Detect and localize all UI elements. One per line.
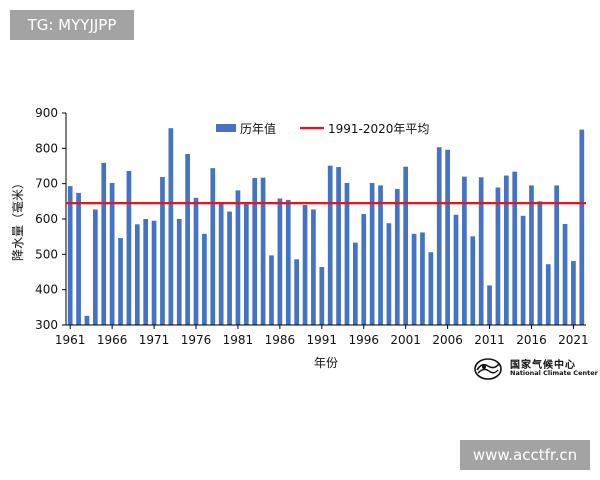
x-axis-title: 年份 xyxy=(314,356,338,370)
bar xyxy=(512,171,518,325)
bar xyxy=(537,201,543,325)
bar xyxy=(336,167,341,325)
y-tick-label: 900 xyxy=(35,106,58,120)
bar xyxy=(411,233,417,325)
bar xyxy=(579,129,585,325)
x-tick-label: 1971 xyxy=(139,333,170,347)
bar xyxy=(101,162,107,325)
bar xyxy=(403,166,409,325)
ncc-emblem-icon xyxy=(474,358,502,380)
y-tick-label: 700 xyxy=(35,177,58,191)
bar xyxy=(76,192,81,325)
ncc-logo-cn: 国家气候中心 xyxy=(510,360,576,371)
bar xyxy=(118,238,123,325)
bar xyxy=(269,255,274,325)
bar xyxy=(445,149,450,325)
y-tick-label: 300 xyxy=(35,318,58,332)
bar xyxy=(344,182,350,325)
bar xyxy=(143,219,149,325)
y-tick-label: 400 xyxy=(35,283,58,297)
watermark-top-left-text: TG: MYYJJPP xyxy=(27,16,117,34)
bar xyxy=(202,233,207,325)
legend-line-label: 1991-2020年平均 xyxy=(328,122,429,136)
bar xyxy=(420,232,425,325)
bar xyxy=(394,188,400,325)
bar xyxy=(470,236,476,325)
bar xyxy=(252,178,258,325)
bar xyxy=(84,315,90,325)
watermark-top-left: TG: MYYJJPP xyxy=(10,10,134,40)
legend-bar-swatch xyxy=(216,124,236,132)
bar xyxy=(243,204,249,325)
y-axis-title: 降水量（毫米） xyxy=(10,177,25,261)
bar xyxy=(529,185,534,325)
bar xyxy=(218,203,224,325)
bar xyxy=(319,267,325,325)
bar xyxy=(453,214,459,325)
bar xyxy=(327,165,333,325)
bar xyxy=(210,168,216,325)
bar xyxy=(227,211,232,325)
watermark-bottom-right-text: www.acctfr.cn xyxy=(472,446,578,464)
bar xyxy=(369,182,375,325)
bar xyxy=(311,209,316,325)
bar xyxy=(562,223,568,325)
bar xyxy=(378,185,383,325)
x-tick-label: 1996 xyxy=(348,333,379,347)
x-tick-label: 2021 xyxy=(558,333,589,347)
x-tick-label: 1986 xyxy=(265,333,296,347)
x-tick-label: 2016 xyxy=(516,333,547,347)
bar xyxy=(428,252,434,325)
bar xyxy=(353,242,358,325)
bar xyxy=(462,176,467,325)
bar xyxy=(176,219,182,325)
x-tick-label: 2006 xyxy=(432,333,463,347)
bar xyxy=(168,128,174,325)
x-tick-label: 1991 xyxy=(307,333,338,347)
ncc-logo: 国家气候中心 National Climate Center xyxy=(474,356,598,382)
bar xyxy=(126,170,132,325)
bar xyxy=(160,176,165,325)
bar xyxy=(67,186,73,325)
bar xyxy=(193,197,199,325)
y-tick-label: 600 xyxy=(35,212,58,226)
x-tick-label: 1981 xyxy=(223,333,254,347)
watermark-bottom-right: www.acctfr.cn xyxy=(460,440,590,470)
x-tick-label: 1966 xyxy=(97,333,128,347)
ncc-logo-en: National Climate Center xyxy=(510,369,598,377)
bar xyxy=(545,264,551,325)
bar xyxy=(386,223,392,325)
bar xyxy=(93,209,98,325)
bar xyxy=(478,177,484,325)
bar xyxy=(361,214,367,325)
x-tick-label: 2011 xyxy=(474,333,505,347)
bar xyxy=(134,224,140,325)
x-tick-label: 2001 xyxy=(390,333,421,347)
bar xyxy=(495,187,501,325)
y-tick-label: 500 xyxy=(35,247,58,261)
legend-bar-label: 历年值 xyxy=(240,121,276,136)
bar xyxy=(571,261,576,325)
bar xyxy=(151,220,157,325)
x-tick-label: 1976 xyxy=(181,333,212,347)
bar xyxy=(285,199,291,325)
bar xyxy=(185,153,190,325)
y-tick-label: 800 xyxy=(35,141,58,155)
bar xyxy=(302,204,308,325)
bar xyxy=(554,185,559,325)
bar xyxy=(436,147,442,325)
bar xyxy=(520,215,526,325)
bar xyxy=(109,182,115,325)
bar xyxy=(235,190,241,325)
bar xyxy=(503,175,509,325)
bar xyxy=(294,259,299,325)
x-tick-label: 1961 xyxy=(55,333,86,347)
bar xyxy=(277,198,283,325)
bar xyxy=(487,285,492,325)
bar xyxy=(260,177,266,325)
